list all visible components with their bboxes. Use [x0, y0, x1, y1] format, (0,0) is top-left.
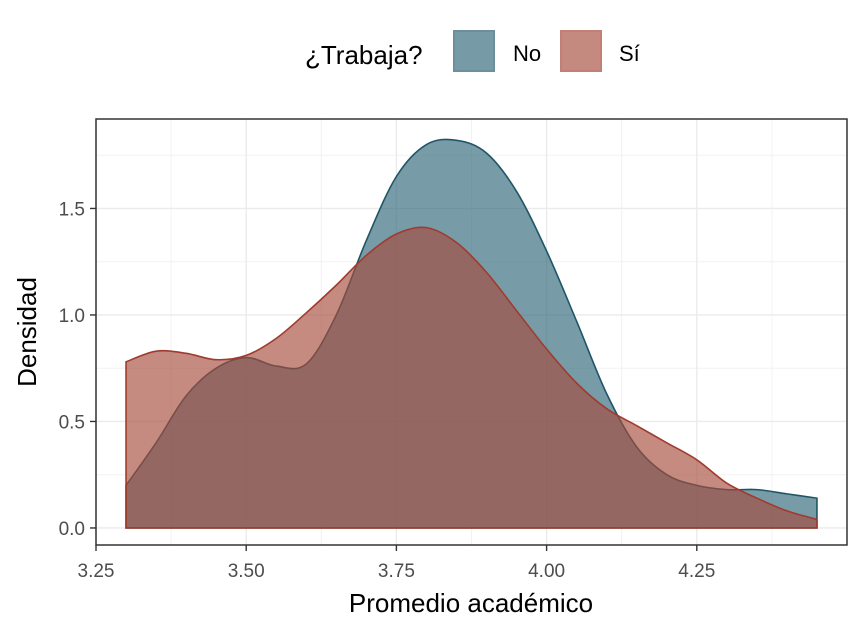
y-axis: 0.0 0.5 1.0 1.5: [59, 199, 96, 540]
y-tick-label: 1.0: [59, 306, 85, 327]
legend-key-si: [560, 30, 602, 72]
density-area-si: [126, 227, 817, 528]
legend: ¿Trabaja? No Sí: [0, 28, 864, 78]
x-tick-label: 4.25: [678, 561, 715, 582]
x-axis-title: Promedio académico: [349, 588, 593, 618]
plot-border: [95, 118, 848, 546]
y-tick-label: 0.0: [59, 519, 85, 540]
density-areas: [125, 138, 818, 529]
y-axis-title: Densidad: [12, 277, 42, 387]
x-axis: 3.25 3.50 3.75 4.00 4.25: [78, 545, 715, 582]
x-tick-label: 3.25: [78, 561, 115, 582]
y-tick-label: 1.5: [59, 199, 85, 220]
legend-key-no: [453, 30, 495, 72]
x-tick-label: 3.50: [228, 561, 265, 582]
legend-title: ¿Trabaja?: [305, 40, 423, 70]
legend-label-si: Sí: [619, 41, 640, 66]
x-tick-label: 3.75: [378, 561, 415, 582]
legend-label-no: No: [513, 41, 542, 66]
y-tick-label: 0.5: [59, 412, 85, 433]
x-tick-label: 4.00: [528, 561, 565, 582]
density-outline-si: [125, 226, 818, 529]
